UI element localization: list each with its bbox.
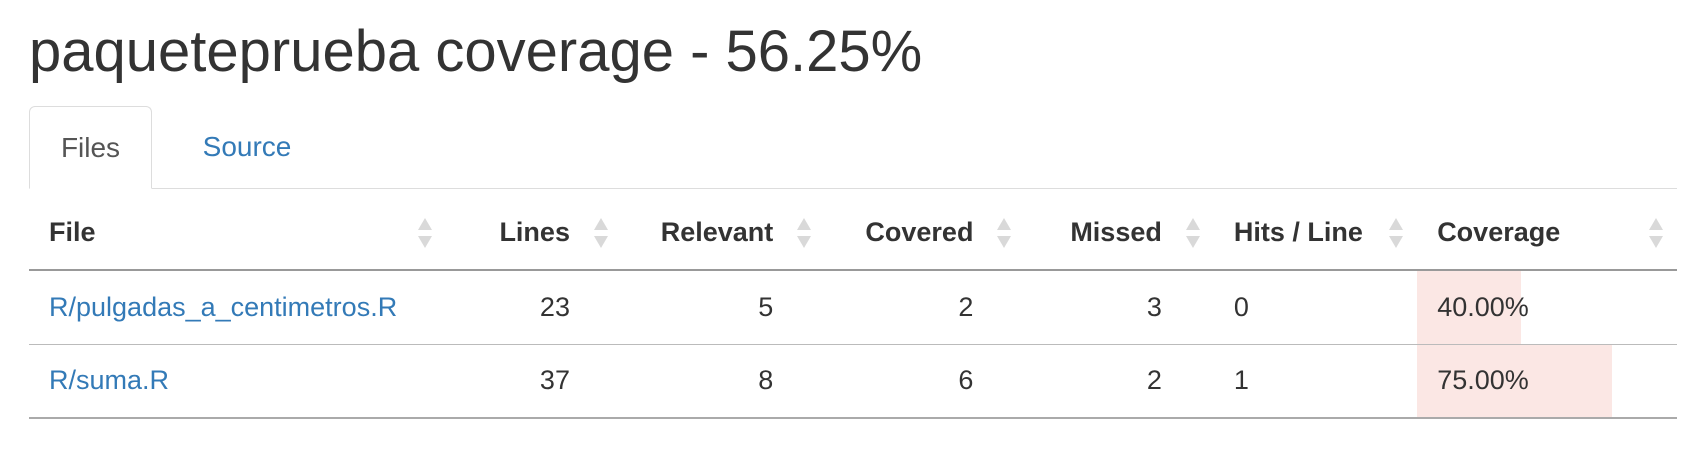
sort-icon <box>1185 217 1200 249</box>
file-link[interactable]: R/suma.R <box>49 365 170 396</box>
coverage-value: 40.00% <box>1437 291 1529 322</box>
table-row: R/pulgadas_a_centimetros.R 23 5 2 3 0 40… <box>29 270 1677 345</box>
column-header-label: Covered <box>865 217 974 247</box>
page-title: paqueteprueba coverage - 56.25% <box>29 19 923 84</box>
file-link[interactable]: R/pulgadas_a_centimetros.R <box>49 291 398 322</box>
column-header-relevant[interactable]: Relevant <box>621 196 826 271</box>
file-cell: R/pulgadas_a_centimetros.R <box>29 270 447 345</box>
column-header-coverage[interactable]: Coverage <box>1417 196 1677 271</box>
hits-per-line-cell: 0 <box>1213 270 1418 345</box>
column-header-label: Lines <box>499 217 570 247</box>
sort-icon <box>1649 217 1663 249</box>
coverage-bar <box>1417 271 1522 344</box>
tab-files[interactable]: Files <box>29 106 152 189</box>
hits-per-line-cell: 1 <box>1213 344 1418 419</box>
column-header-label: Missed <box>1070 217 1162 247</box>
column-header-lines[interactable]: Lines <box>446 196 622 271</box>
coverage-cell: 40.00% <box>1417 270 1677 345</box>
sort-icon <box>797 217 812 249</box>
column-header-missed[interactable]: Missed <box>1025 196 1214 271</box>
tab-source[interactable]: Source <box>202 131 292 162</box>
column-header-hits-per-line[interactable]: Hits / Line <box>1213 196 1418 271</box>
sort-icon <box>997 217 1012 249</box>
column-header-covered[interactable]: Covered <box>825 196 1026 271</box>
column-header-label: Relevant <box>660 217 774 247</box>
table-header-row: File Lines Relevant Covered Missed <box>29 196 1677 271</box>
sort-icon <box>1389 217 1404 249</box>
lines-cell: 23 <box>446 270 622 345</box>
coverage-value: 75.00% <box>1437 365 1529 396</box>
sort-icon <box>418 217 433 249</box>
lines-cell: 37 <box>446 344 622 419</box>
missed-cell: 2 <box>1025 344 1214 419</box>
coverage-table: File Lines Relevant Covered Missed <box>29 196 1677 419</box>
coverage-bar <box>1417 344 1613 417</box>
column-header-label: Coverage <box>1437 217 1561 247</box>
relevant-cell: 5 <box>621 270 826 345</box>
sort-icon <box>593 217 608 249</box>
column-header-label: File <box>49 217 96 247</box>
relevant-cell: 8 <box>621 344 826 419</box>
column-header-file[interactable]: File <box>29 196 447 271</box>
table-row: R/suma.R 37 8 6 2 1 75.00% <box>29 344 1677 419</box>
covered-cell: 2 <box>825 270 1026 345</box>
tab-bar: Files Source <box>29 106 1677 189</box>
column-header-label: Hits / Line <box>1233 217 1363 247</box>
file-cell: R/suma.R <box>29 344 447 419</box>
covered-cell: 6 <box>825 344 1026 419</box>
coverage-cell: 75.00% <box>1417 344 1677 419</box>
missed-cell: 3 <box>1025 270 1214 345</box>
